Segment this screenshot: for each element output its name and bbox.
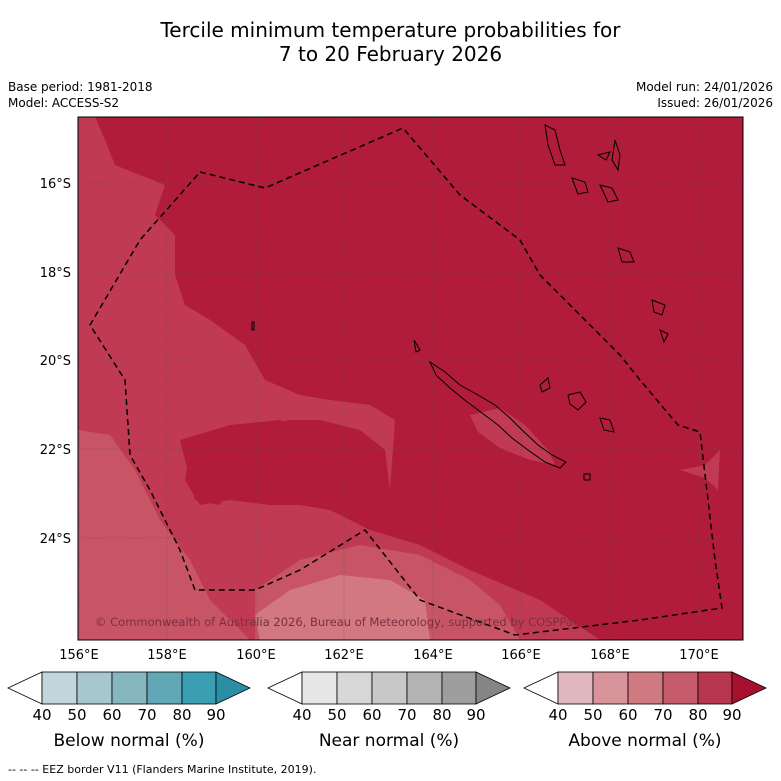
cbar-near-seg (267, 671, 303, 705)
coastlines (251, 124, 669, 481)
lat-labels: 16°S 18°S 20°S 22°S 24°S (40, 177, 71, 547)
lon-label: 170°E (679, 648, 719, 663)
cbar-tick: 60 (618, 706, 638, 724)
colorbar-above (523, 671, 767, 705)
cbar-above-seg (731, 671, 767, 705)
cbar-near-seg (475, 671, 511, 705)
island-small-1 (251, 321, 255, 331)
cbar-near-seg (301, 671, 338, 705)
graticule (78, 117, 743, 640)
island-vanuatu-6 (596, 151, 611, 161)
cbar-above-seg (697, 671, 733, 705)
model-name: Model: ACCESS-S2 (8, 96, 120, 110)
island-vanuatu-1 (544, 124, 566, 166)
cbar-above-seg (557, 671, 594, 705)
cbar-tick: 50 (67, 706, 87, 724)
cbar-near-seg (441, 671, 477, 705)
cbar-tick: 90 (466, 706, 486, 724)
cbar-tick: 50 (327, 706, 347, 724)
meta-right: Model run: 24/01/2026 Issued: 26/01/2026 (636, 79, 773, 111)
cbar-tick: 90 (206, 706, 226, 724)
cbar-above-seg (662, 671, 699, 705)
region-above-90-inner (180, 420, 300, 505)
cbar-above-seg (592, 671, 629, 705)
colorbar-label-above: Above normal (%) (568, 731, 722, 751)
cbar-below-seg (181, 671, 217, 705)
chart-title: Tercile minimum temperature probabilitie… (0, 18, 781, 66)
cbar-tick: 40 (548, 706, 568, 724)
cbar-below-seg (111, 671, 148, 705)
issued-date: Issued: 26/01/2026 (657, 96, 773, 110)
island-vanuatu-4 (611, 139, 621, 172)
island-vanuatu-8 (659, 329, 669, 344)
title-line-2: 7 to 20 February 2026 (278, 42, 503, 66)
eez-legend: -- -- -- EEZ border V11 (Flanders Marine… (8, 763, 317, 776)
cbar-tick: 70 (653, 706, 673, 724)
cbar-above-seg (627, 671, 664, 705)
region-above-80 (78, 117, 600, 640)
cbar-below-seg (41, 671, 78, 705)
cbar-tick: 40 (292, 706, 312, 724)
island-small-2 (413, 339, 421, 353)
cbar-tick: 50 (583, 706, 603, 724)
region-above-60 (255, 575, 430, 640)
island-new-caledonia (428, 360, 567, 469)
cbar-tick: 80 (172, 706, 192, 724)
region-above-70 (78, 430, 250, 640)
island-vanuatu-2 (571, 177, 589, 195)
lat-label: 20°S (40, 354, 71, 369)
region-above-80-east2 (680, 450, 720, 490)
island-vanuatu-7 (651, 299, 666, 316)
cbar-below-seg (7, 671, 43, 705)
cbar-tick: 60 (102, 706, 122, 724)
lon-label: 164°E (413, 648, 453, 663)
cbar-tick: 70 (137, 706, 157, 724)
cbar-below-seg (76, 671, 113, 705)
cbar-near-seg (406, 671, 443, 705)
island-loyalty-2 (567, 391, 587, 411)
cbar-near-seg (336, 671, 373, 705)
lat-label: 18°S (40, 266, 71, 281)
island-loyalty-3 (599, 417, 615, 433)
eez-border (89, 127, 723, 636)
lon-labels: 156°E 158°E 160°E 162°E 164°E 166°E 168°… (59, 648, 719, 663)
lat-label: 24°S (40, 532, 71, 547)
lon-label: 162°E (324, 648, 364, 663)
cbar-tick: 80 (688, 706, 708, 724)
cbar-tick: 90 (722, 706, 742, 724)
colorbar-label-near: Near normal (%) (318, 731, 460, 751)
cbar-tick: 80 (432, 706, 452, 724)
lon-label: 158°E (147, 648, 187, 663)
lat-label: 16°S (40, 177, 71, 192)
cbar-below-seg (215, 671, 251, 705)
lon-label: 166°E (501, 648, 541, 663)
lon-label: 156°E (59, 648, 99, 663)
island-loyalty-1 (539, 377, 551, 393)
cbar-near-seg (371, 671, 408, 705)
map-frame (77, 116, 744, 641)
cbar-below-seg (146, 671, 183, 705)
colorbar-label-below: Below normal (%) (53, 731, 205, 751)
cbar-tick: 40 (32, 706, 52, 724)
colorbar-near (267, 671, 511, 705)
lat-label: 22°S (40, 443, 71, 458)
island-vanuatu-3 (599, 184, 619, 203)
cbar-tick: 60 (362, 706, 382, 724)
island-vanuatu-5 (617, 247, 635, 263)
lon-label: 168°E (590, 648, 630, 663)
meta-left: Base period: 1981-2018 Model: ACCESS-S2 (8, 79, 153, 111)
base-period: Base period: 1981-2018 (8, 80, 153, 94)
region-above-80-east (470, 408, 555, 465)
probability-field (78, 117, 743, 640)
cbar-tick: 70 (397, 706, 417, 724)
island-small-3 (583, 473, 591, 481)
title-line-1: Tercile minimum temperature probabilitie… (160, 18, 621, 42)
model-run: Model run: 24/01/2026 (635, 80, 773, 94)
copyright-text: © Commonwealth of Australia 2026, Bureau… (95, 615, 579, 629)
colorbar-below (7, 671, 251, 705)
lon-label: 160°E (236, 648, 276, 663)
cbar-above-seg (523, 671, 559, 705)
